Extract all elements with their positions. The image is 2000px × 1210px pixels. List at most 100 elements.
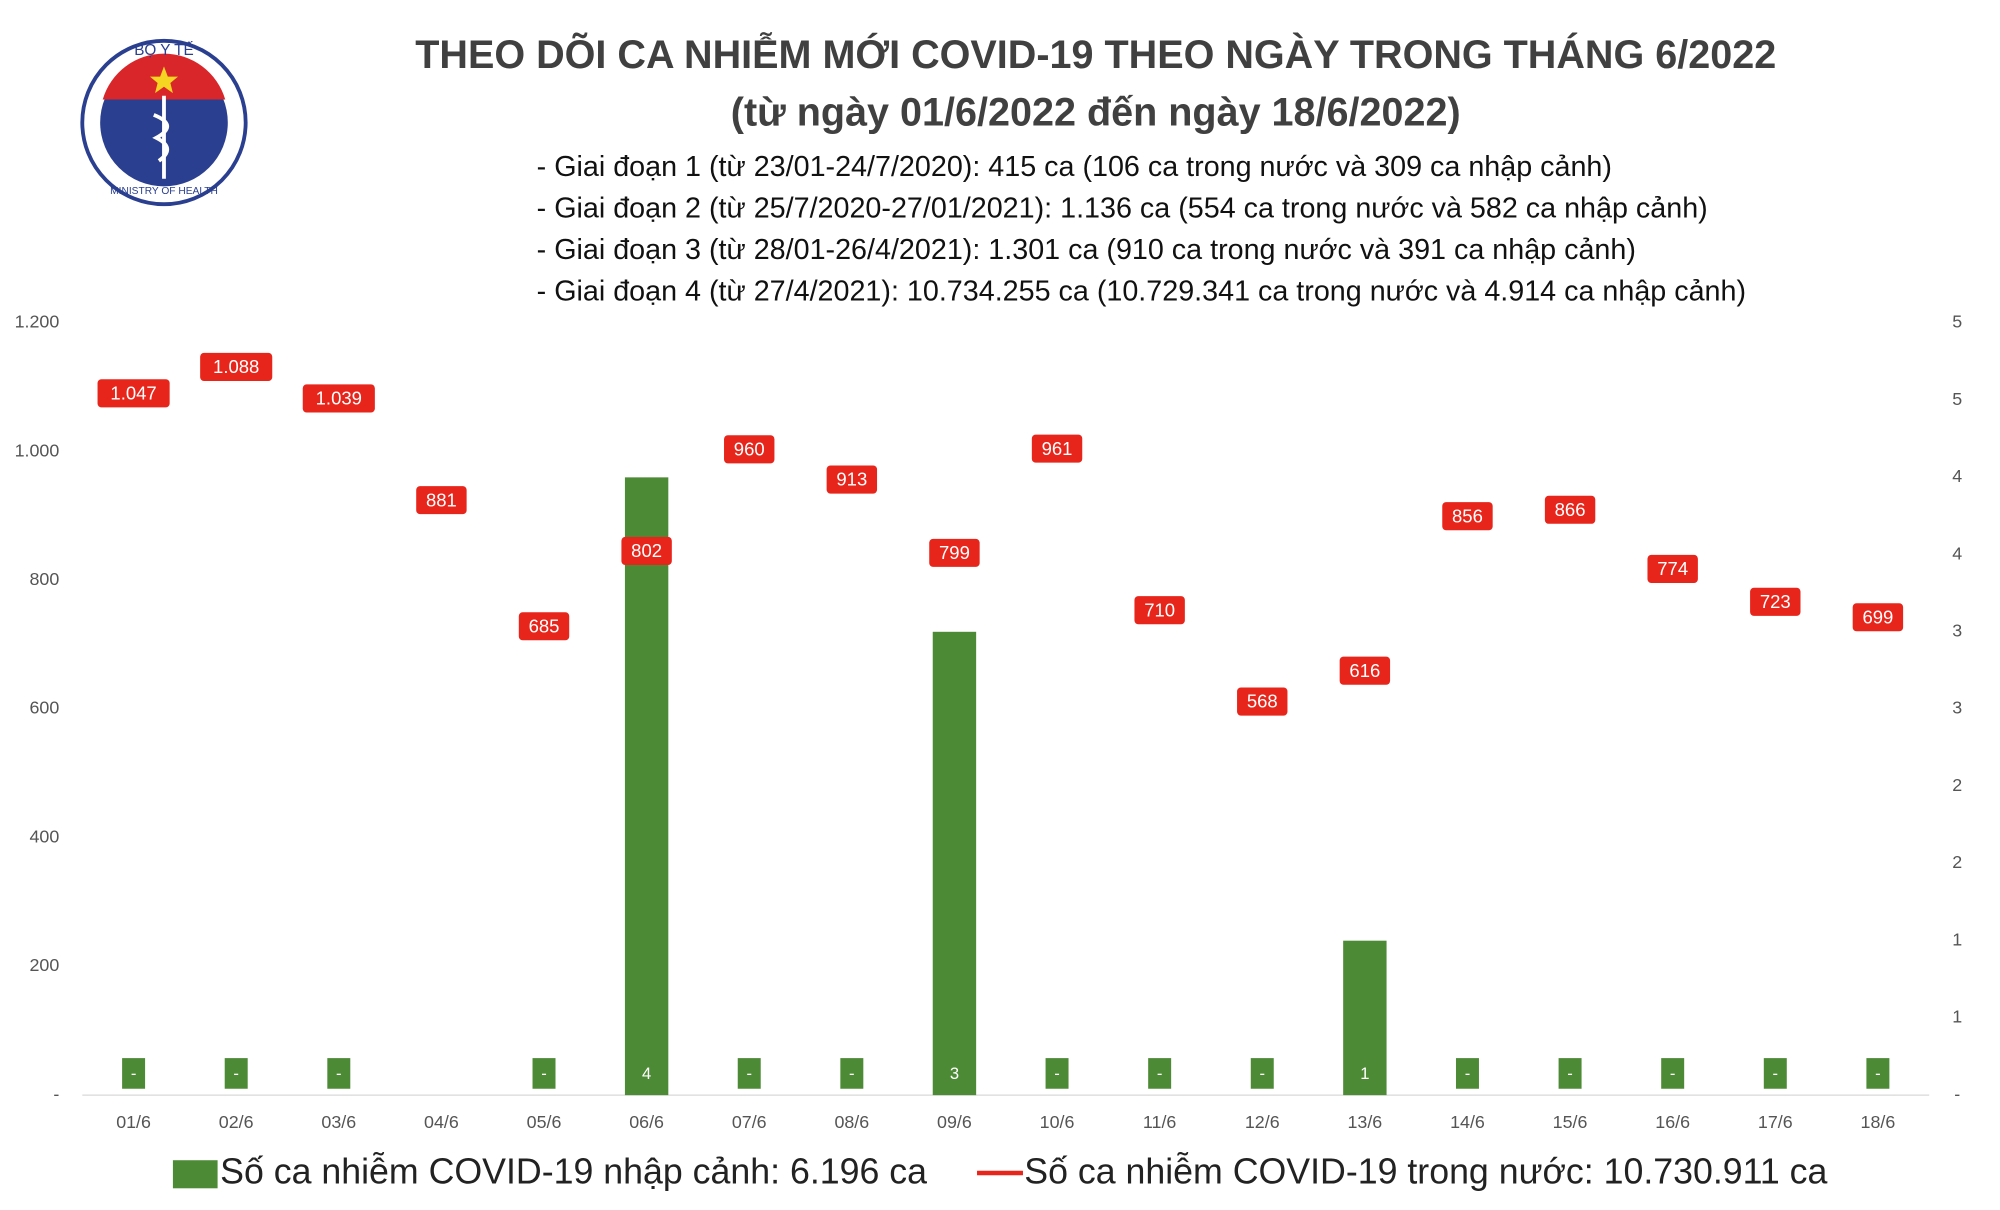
line-label: 1.047 <box>110 382 156 403</box>
line-label-box <box>416 486 467 515</box>
y2-tick-label: - <box>1954 1084 1960 1104</box>
x-tick-label: 16/6 <box>1655 1112 1690 1132</box>
bar-label-box <box>1866 1058 1890 1089</box>
bar-label: - <box>1670 1064 1676 1083</box>
x-tick-label: 18/6 <box>1861 1112 1896 1132</box>
y-tick-label: 400 <box>30 826 60 846</box>
bar-label: - <box>541 1064 547 1083</box>
bar-label: 1 <box>1360 1064 1369 1083</box>
bar-label-box <box>1558 1058 1582 1089</box>
x-tick-label: 10/6 <box>1040 1112 1075 1132</box>
bar-label-box <box>532 1058 556 1089</box>
bar-label: - <box>746 1064 752 1083</box>
line-label-box <box>621 536 672 565</box>
line-label: 1.088 <box>213 356 259 377</box>
line-label-box <box>200 352 273 381</box>
line-label: 866 <box>1555 499 1586 520</box>
line-label-box <box>1031 434 1083 463</box>
bar-label: - <box>1259 1064 1265 1083</box>
bar-label: - <box>336 1064 342 1083</box>
note: - Giai đoạn 4 (từ 27/4/2021): 10.734.255… <box>537 276 1746 308</box>
legend-label: Số ca nhiễm COVID-19 nhập cảnh: 6.196 ca <box>220 1152 927 1192</box>
y2-tick-label: 5 <box>1952 312 1962 332</box>
y-tick-label: 1.200 <box>15 312 60 332</box>
logo-bottom: MINISTRY OF HEALTH <box>110 186 218 197</box>
bar-label: - <box>131 1064 137 1083</box>
y2-tick-label: 2 <box>1952 852 1962 872</box>
bar-label-box <box>635 1058 659 1089</box>
x-tick-label: 03/6 <box>321 1112 356 1132</box>
x-tick-label: 06/6 <box>629 1112 664 1132</box>
line-label: 616 <box>1349 660 1380 681</box>
logo: BỘ Y TẾ MINISTRY OF HEALTH <box>80 38 248 207</box>
legend-swatch <box>172 1160 218 1189</box>
line-label: 961 <box>1042 438 1073 459</box>
chart-subtitle: (từ ngày 01/6/2022 đến ngày 18/6/2022) <box>731 90 1461 134</box>
line-label-box <box>1237 687 1288 716</box>
bar-label-box <box>327 1058 351 1089</box>
line-label: 699 <box>1862 606 1893 627</box>
bar-label-box <box>1250 1058 1274 1089</box>
x-tick-label: 15/6 <box>1553 1112 1588 1132</box>
note: - Giai đoạn 1 (từ 23/01-24/7/2020): 415 … <box>537 151 1612 183</box>
line-label: 723 <box>1760 591 1791 612</box>
bar-label: 4 <box>642 1064 651 1083</box>
line-label-box <box>1442 502 1493 531</box>
line-label-box <box>97 379 170 408</box>
legend-label: Số ca nhiễm COVID-19 trong nước: 10.730.… <box>1024 1152 1827 1192</box>
line-label-box <box>1134 596 1185 625</box>
bar-label: - <box>1465 1064 1471 1083</box>
chart-title: THEO DÕI CA NHIỄM MỚI COVID-19 THEO NGÀY… <box>415 33 1776 77</box>
logo-top: BỘ Y TẾ <box>134 42 194 59</box>
line-label: 856 <box>1452 505 1483 526</box>
line-label: 881 <box>426 489 457 510</box>
x-tick-label: 13/6 <box>1347 1112 1382 1132</box>
bar-label-box <box>737 1058 761 1089</box>
x-tick-label: 04/6 <box>424 1112 459 1132</box>
bar-label-box <box>224 1058 248 1089</box>
bar-label: - <box>849 1064 855 1083</box>
line-label-box <box>1750 587 1801 616</box>
line-label-box <box>518 612 570 641</box>
y-tick-label: 200 <box>30 955 60 975</box>
x-tick-label: 14/6 <box>1450 1112 1485 1132</box>
y-tick-label: 1.000 <box>15 440 60 460</box>
logo-star <box>149 66 179 94</box>
bar-label-box <box>840 1058 864 1089</box>
bar-label-box <box>1353 1058 1377 1089</box>
line-label-box <box>302 384 375 413</box>
note: - Giai đoạn 3 (từ 28/01-26/4/2021): 1.30… <box>537 234 1636 266</box>
x-tick-label: 09/6 <box>937 1112 972 1132</box>
bar-label: 3 <box>950 1064 959 1083</box>
x-tick-label: 05/6 <box>527 1112 562 1132</box>
y2-tick-label: 5 <box>1952 389 1962 409</box>
line-label-box <box>1852 603 1904 632</box>
bar-label-box <box>1661 1058 1685 1089</box>
x-tick-label: 11/6 <box>1143 1112 1177 1132</box>
bar-label-box <box>122 1058 146 1089</box>
line-label: 568 <box>1247 691 1278 712</box>
x-tick-label: 02/6 <box>219 1112 254 1132</box>
line-label: 1.039 <box>316 388 362 409</box>
bar-label: - <box>1054 1064 1060 1083</box>
bar <box>624 477 669 1096</box>
x-tick-label: 17/6 <box>1758 1112 1793 1132</box>
y2-tick-label: 1 <box>1952 1007 1962 1027</box>
line-label-box <box>929 538 980 567</box>
logo-snake <box>152 113 170 163</box>
line-label: 710 <box>1144 599 1175 620</box>
line-label: 799 <box>939 542 970 563</box>
y2-tick-label: 2 <box>1952 775 1962 795</box>
y2-tick-label: 1 <box>1952 929 1962 949</box>
y-tick-label: 600 <box>30 698 60 718</box>
line-label-box <box>826 465 878 494</box>
y-tick-label: - <box>53 1084 59 1104</box>
bar-label-box <box>942 1058 966 1089</box>
bar-label: - <box>1773 1064 1779 1083</box>
line-label: 960 <box>734 438 765 459</box>
bar-label: - <box>1875 1064 1881 1083</box>
x-tick-label: 12/6 <box>1245 1112 1280 1132</box>
note: - Giai đoạn 2 (từ 25/7/2020-27/01/2021):… <box>537 193 1708 225</box>
bar-label-box <box>1045 1058 1069 1089</box>
x-tick-label: 07/6 <box>732 1112 767 1132</box>
